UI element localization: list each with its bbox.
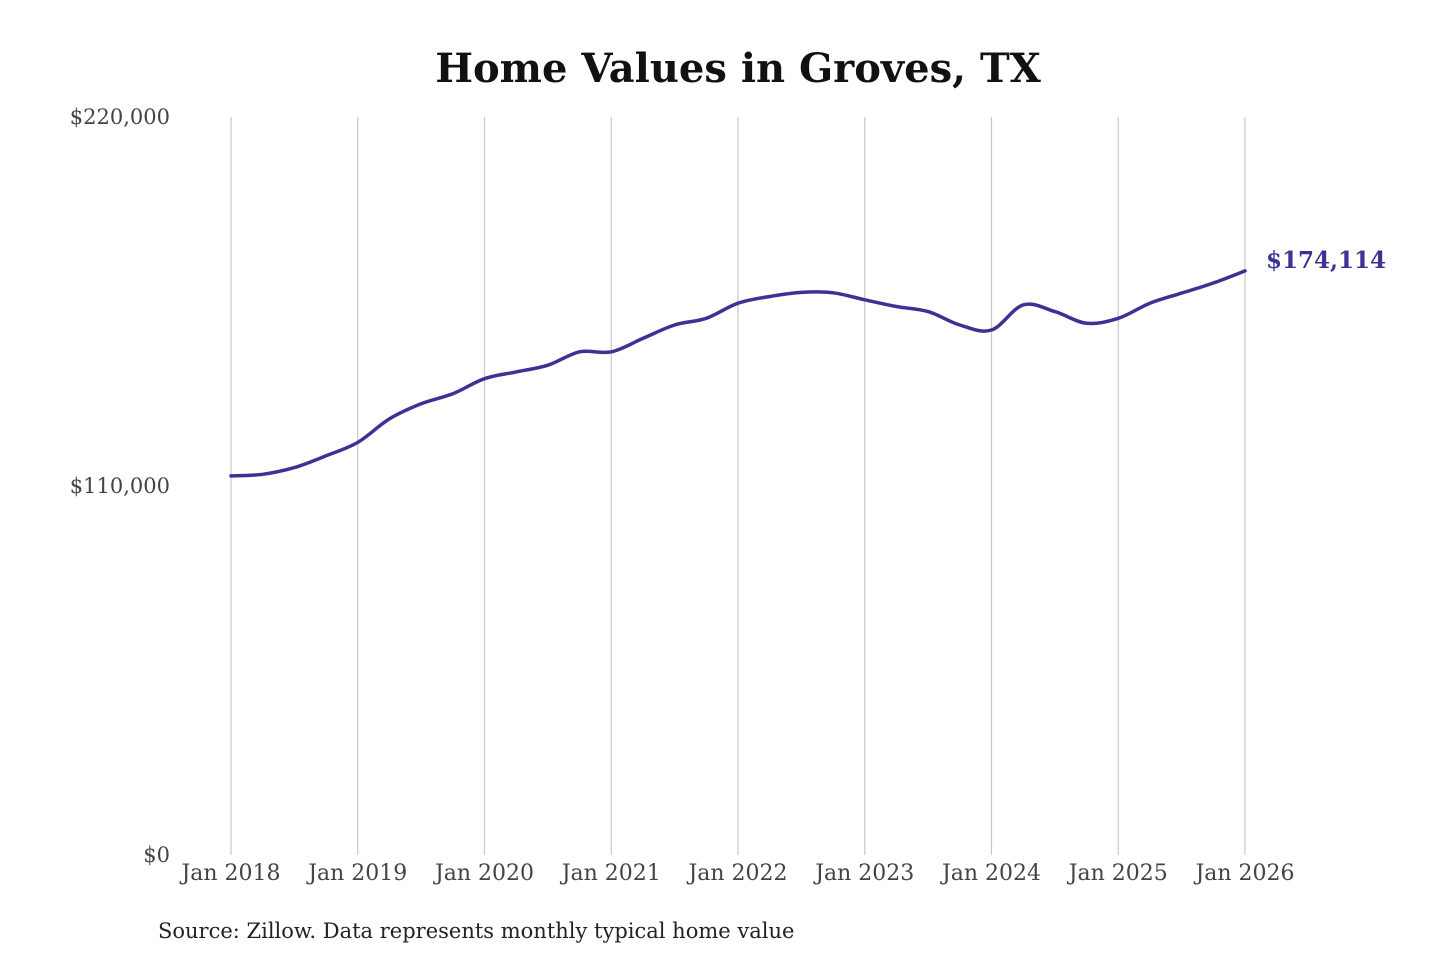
x-tick-label: Jan 2025 <box>1067 861 1168 886</box>
x-tick-label: Jan 2026 <box>1193 861 1294 886</box>
chart-title: Home Values in Groves, TX <box>435 45 1041 92</box>
x-tick-label: Jan 2022 <box>686 861 787 886</box>
x-tick-label: Jan 2020 <box>433 861 534 886</box>
x-tick-label: Jan 2023 <box>813 861 914 886</box>
x-axis-ticks: Jan 2018 Jan 2019 Jan 2020 Jan 2021 Jan 2022… <box>179 861 1294 886</box>
y-tick-label: $110,000 <box>70 474 170 498</box>
end-value-label: $174,114 <box>1266 247 1386 274</box>
x-gridlines <box>230 117 1246 855</box>
y-axis-ticks: $0 $110,000 $220,000 <box>70 105 170 867</box>
y-tick-label: $220,000 <box>70 105 170 129</box>
y-tick-label: $0 <box>143 843 170 867</box>
source-note: Source: Zillow. Data represents monthly … <box>158 919 794 943</box>
x-tick-label: Jan 2019 <box>306 861 407 886</box>
x-tick-label: Jan 2021 <box>560 861 661 886</box>
x-tick-label: Jan 2018 <box>179 861 280 886</box>
x-tick-label: Jan 2024 <box>940 861 1041 886</box>
home-value-series-line <box>229 269 1247 478</box>
